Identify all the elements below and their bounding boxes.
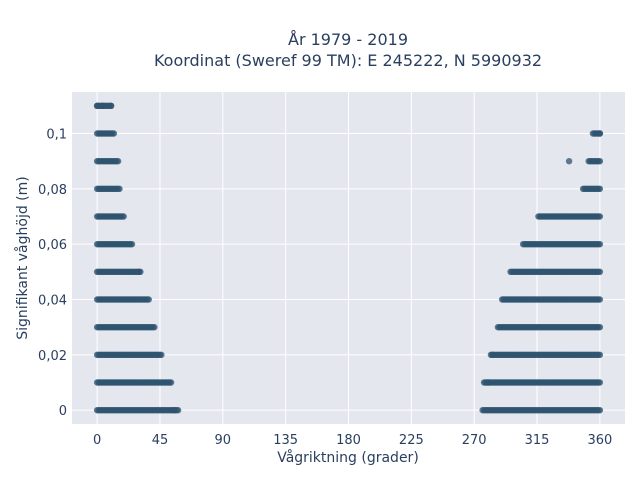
x-tick-label: 90 — [215, 433, 232, 448]
data-point — [596, 351, 604, 358]
y-tick-label: 0 — [59, 404, 67, 419]
data-points — [93, 102, 604, 414]
x-tick-label: 315 — [525, 433, 550, 448]
data-point — [484, 379, 492, 386]
x-tick-label: 45 — [152, 433, 169, 448]
data-point — [596, 296, 604, 303]
data-point — [99, 102, 106, 110]
data-point — [116, 185, 123, 192]
y-axis-ticks: 0 0,02 0,04 0,06 0,08 0,1 — [38, 128, 67, 420]
data-point — [167, 379, 175, 386]
data-point — [565, 158, 573, 165]
data-point — [596, 158, 604, 165]
data-point — [596, 268, 604, 275]
data-point — [114, 158, 122, 165]
data-point — [596, 213, 604, 220]
x-tick-label: 135 — [273, 433, 298, 448]
x-tick-label: 225 — [399, 433, 424, 448]
data-point — [120, 213, 127, 220]
x-tick-label: 360 — [587, 433, 612, 448]
chart-title-line2: Koordinat (Sweref 99 TM): E 245222, N 59… — [154, 51, 542, 70]
y-axis-title: Signifikant våghöjd (m) — [14, 176, 31, 339]
x-tick-label: 0 — [93, 433, 101, 448]
data-point — [135, 268, 143, 275]
x-tick-label: 270 — [462, 433, 487, 448]
data-point — [93, 102, 101, 110]
y-tick-label: 0,06 — [38, 238, 67, 253]
x-axis-title: Vågriktning (grader) — [277, 449, 419, 466]
data-point — [596, 130, 604, 137]
y-tick-label: 0,1 — [46, 128, 67, 143]
data-point — [151, 324, 158, 331]
data-point — [145, 296, 152, 303]
x-tick-label: 180 — [336, 433, 361, 448]
data-point — [110, 130, 118, 137]
data-point — [596, 324, 604, 331]
y-tick-label: 0,08 — [38, 183, 67, 198]
data-point — [589, 130, 597, 137]
chart-title-line1: År 1979 - 2019 — [288, 30, 408, 49]
data-point — [170, 407, 178, 414]
data-point — [107, 102, 115, 110]
data-point — [596, 379, 604, 386]
data-point — [489, 351, 496, 358]
data-point — [596, 407, 604, 414]
data-point — [596, 241, 604, 248]
data-point — [128, 241, 136, 248]
x-axis-ticks: 0 45 90 135 180 225 270 315 360 — [93, 433, 612, 448]
data-point — [596, 185, 604, 192]
y-tick-label: 0,04 — [38, 294, 67, 309]
data-point — [158, 351, 165, 358]
y-tick-label: 0,02 — [38, 349, 67, 364]
